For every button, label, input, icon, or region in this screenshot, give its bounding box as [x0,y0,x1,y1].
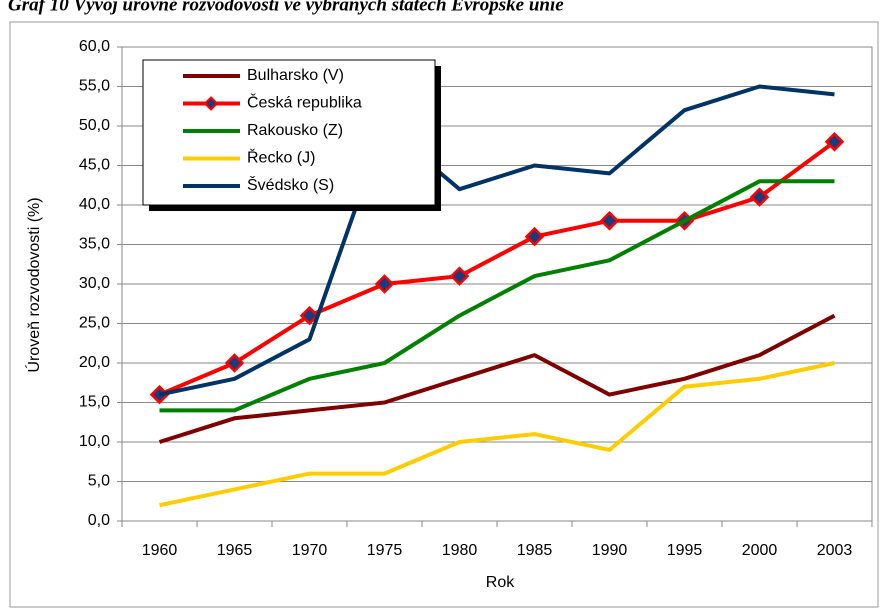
y-tick-label: 20,0 [79,354,110,371]
y-tick-label: 15,0 [79,394,110,411]
x-axis-title: Rok [486,574,515,591]
marker [449,266,470,286]
legend-marker [203,96,219,111]
marker [524,226,545,247]
series-line [158,140,836,397]
y-tick-label: 35,0 [79,236,110,253]
y-tick-label: 55,0 [79,78,110,95]
x-tick-label: 2003 [817,542,853,559]
y-tick-label: 60,0 [79,38,110,55]
series-line [159,361,835,508]
x-tick-label: 2000 [742,542,778,559]
marker [824,132,845,152]
x-tick-label: 1975 [367,542,403,559]
legend-label: Řecko (J) [247,148,315,167]
marker [374,274,395,294]
x-tick-label: 1990 [592,542,628,559]
legend-label: Švédsko (S) [247,175,334,194]
marker [224,353,245,373]
series-line [159,84,835,397]
x-tick-label: 1960 [142,542,178,559]
y-tick-label: 10,0 [79,433,110,450]
y-tick-label: 45,0 [79,157,110,174]
chart-title: Graf 10 Vývoj úrovně rozvodovosti ve vyb… [8,0,564,15]
marker [599,211,620,231]
legend-label: Rakousko (Z) [247,122,343,139]
x-tick-label: 1985 [517,542,553,559]
y-tick-label: 50,0 [79,117,110,134]
y-tick-label: 30,0 [79,275,110,292]
y-tick-label: 0,0 [88,512,110,529]
y-tick-label: 40,0 [79,196,110,213]
marker [299,305,320,326]
legend-label: Česká republika [247,93,362,112]
series-line [159,179,835,413]
x-tick-label: 1995 [667,542,703,559]
marker [749,187,770,207]
legend-label: Bulharsko (V) [247,67,344,84]
x-tick-label: 1965 [217,542,253,559]
x-tick-label: 1980 [442,542,478,559]
series-line [158,313,836,444]
x-tick-label: 1970 [292,542,328,559]
y-tick-label: 25,0 [79,315,110,332]
y-tick-label: 5,0 [88,473,110,490]
y-axis-title: Úroveň rozvodovosti (%) [24,197,43,372]
